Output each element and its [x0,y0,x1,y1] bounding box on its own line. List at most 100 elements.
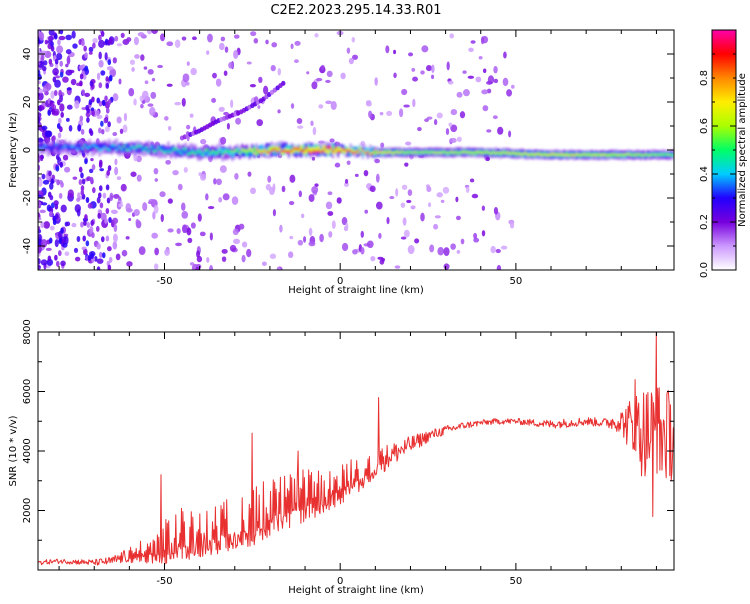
spectrogram-ridge-cell [103,146,106,149]
spectrogram-noise-blob [502,77,509,87]
spectrogram-ridge-cell [669,154,672,156]
spectrogram-noise-blob [334,162,341,168]
spectrogram-noise-blob [133,98,137,106]
spectrogram-noise-blob [456,136,462,143]
spectrogram-ridge-cell [437,152,441,154]
spectrogram-noise-blob [215,78,222,87]
spectrogram-streak-blob [107,165,112,172]
spectrogram-streak-blob [49,211,53,218]
spectrogram-ridge-cell [499,151,502,154]
spectrogram-noise-blob [74,256,81,262]
spectrogram-ridge-cell [174,147,177,150]
spectrogram-ridge-cell [297,147,300,150]
spectrogram-ridge-cell [211,150,214,153]
spectrogram-noise-blob [153,263,159,270]
spectrogram-noise-blob [113,223,118,233]
spectrogram-streak-blob [84,52,88,59]
spectrogram-streak-blob [103,117,108,124]
spectrogram-streak-blob [106,197,111,204]
spectrogram-ridge-cell [369,149,372,155]
spectrogram-noise-blob [209,232,213,241]
spectrogram-ridge-cell [568,153,571,156]
spectrogram-noise-blob [38,107,42,111]
spectrogram-streak-blob [86,116,90,123]
spectrogram-streak-blob [50,178,55,185]
spectrogram-ridge-cell [278,146,281,149]
spectrogram-noise-blob [265,39,269,45]
spectrogram-streak-blob [107,121,111,128]
spectrogram-ridge-cell [590,153,593,156]
spectrogram-noise-blob [400,236,407,240]
spectrogram-streak-blob [109,194,114,201]
snr-y-tick-label: 6000 [22,379,33,404]
spectrogram-noise-blob [213,178,217,185]
spectrogram-streak-blob [105,82,110,89]
spectrogram-ridge-cell [83,144,86,147]
spectrogram-noise-blob [76,236,81,243]
spectrogram-noise-blob [482,68,487,74]
spectrogram-ridge-cell [479,152,482,154]
spectrogram-ridge-cell [312,150,315,153]
spectrogram-ridge-cell [610,153,613,158]
spectrogram-noise-blob [190,67,197,76]
spectrogram-ridge-cell [664,153,667,156]
spectrogram-ridge-cell [125,148,128,152]
spectrogram-streak-blob [51,108,56,115]
spectrogram-ridge-cell [135,148,138,153]
spectrogram-title: C2E2.2023.295.14.33.R01 [270,3,441,18]
spectrogram-ridge-cell [482,151,485,154]
spectrogram-noise-blob [220,136,227,145]
spectrogram-ridge-cell [191,151,195,154]
spectrogram-ridge-cell [477,150,480,153]
spectrogram-noise-blob [493,78,499,84]
spectrogram-noise-blob [175,242,182,247]
spectrogram-noise-blob [352,54,359,60]
spectrogram-noise-blob [289,174,296,183]
spectrogram-ridge-cell [167,150,170,153]
spectrogram-ridge-cell [632,153,635,156]
spectrogram-noise-blob [426,186,432,193]
spectrogram-ridge-cell [105,144,109,151]
spectrogram-noise-blob [138,246,146,255]
spectrogram-ridge-cell [233,149,236,152]
spectrogram-noise-blob [294,40,301,46]
spectrogram-ridge-cell [155,149,158,153]
spectrogram-ridge-cell [246,149,249,152]
spectrogram-streak-blob [81,178,86,185]
spectrogram-noise-blob [106,66,114,71]
spectrogram-ridge-cell [66,143,69,148]
spectrogram-ridge-cell [489,152,492,155]
spectrogram-noise-blob [223,111,229,116]
spectrogram-ridge-cell [51,144,54,150]
spectrogram-ridge-cell [533,153,537,156]
spectrogram-noise-blob [246,248,252,258]
spectrogram-ridge-cell [290,149,293,152]
spectrogram-ridge-cell [455,151,458,155]
spectrogram-ridge-cell [373,151,377,155]
spectrogram-ridge-cell [661,153,664,156]
spectrogram-noise-blob [482,105,489,112]
spectrogram-noise-blob [96,258,104,264]
spectrogram-ridge-cell [450,150,453,153]
spectrogram-noise-blob [219,42,225,51]
spectrogram-noise-blob [276,267,281,270]
spectrogram-ridge-cell [214,147,217,155]
spectrogram-ridge-cell [96,143,99,148]
spectrogram-noise-blob [38,88,44,94]
spectrogram-noise-blob [181,224,188,234]
spectrogram-noise-blob [340,72,346,80]
spectrogram-noise-blob [154,247,160,256]
spectrogram-ridge-cell [565,152,569,156]
spectrogram-ridge-cell [501,151,505,154]
spectrogram-ridge-cell [189,152,192,155]
spectrogram-noise-blob [360,230,364,238]
spectrogram-ridge-cell [64,145,67,148]
spectrogram-ridge-cell [346,149,350,157]
spectrogram-noise-blob [360,246,365,255]
spectrogram-noise-blob [495,248,501,254]
spectrogram-streak-blob [81,40,85,47]
spectrogram-noise-blob [345,222,349,230]
spectrogram-streak-blob [96,97,101,104]
colorbar-tick-label: 0.2 [699,214,710,230]
spectrogram-noise-blob [420,70,425,75]
